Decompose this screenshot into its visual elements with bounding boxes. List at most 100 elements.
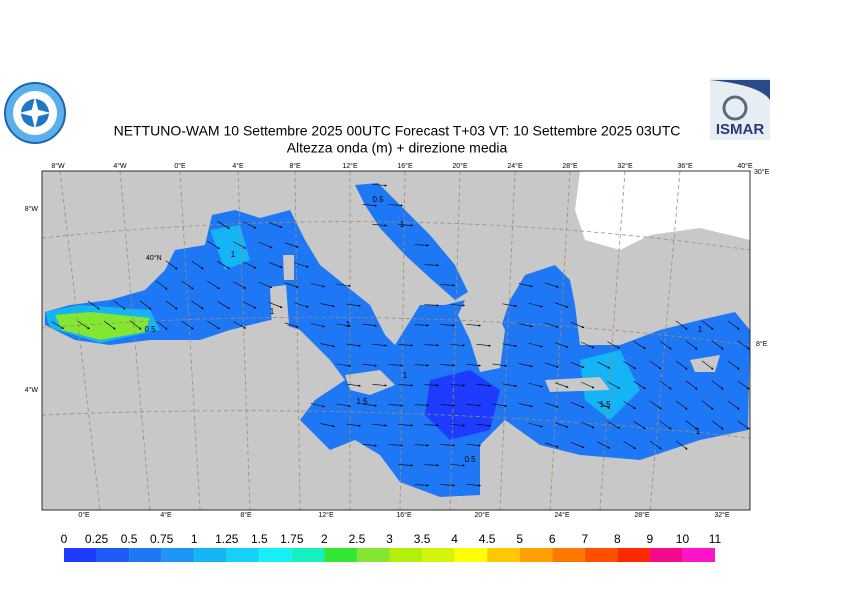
direction-arrow <box>440 324 456 327</box>
direction-arrow <box>336 283 351 288</box>
direction-arrow <box>139 300 152 310</box>
direction-arrow <box>155 280 168 290</box>
direction-arrow <box>633 340 646 350</box>
direction-arrow <box>450 304 466 307</box>
direction-arrow <box>398 224 414 227</box>
direction-arrow <box>502 343 517 348</box>
colorbar-label: 6 <box>549 532 556 546</box>
direction-arrow <box>268 262 283 269</box>
colorbar-label: 1 <box>191 532 198 546</box>
lon-label: 32°E <box>617 162 633 170</box>
direction-arrow <box>649 400 662 410</box>
direction-arrow <box>607 421 621 429</box>
direction-arrow <box>207 241 220 250</box>
direction-arrow <box>165 260 178 270</box>
direction-arrow <box>233 281 247 289</box>
direction-arrow <box>268 302 283 309</box>
direction-arrow <box>424 384 440 387</box>
contour-label: 0.5 <box>144 325 156 334</box>
direction-arrow <box>181 280 194 290</box>
direction-arrow <box>570 322 585 329</box>
direction-arrow <box>685 340 698 350</box>
colorbar-bin <box>617 548 650 562</box>
lon-label: 32°E <box>714 511 730 519</box>
direction-arrow <box>414 244 430 247</box>
lon-label: 0°E <box>78 511 90 519</box>
colorbar-label: 0.25 <box>85 532 109 546</box>
direction-arrow <box>424 424 440 427</box>
colorbar-label: 1.75 <box>280 532 304 546</box>
direction-arrow <box>476 383 492 387</box>
lat-label: 8°E <box>756 340 768 348</box>
direction-arrow <box>466 364 482 367</box>
direction-arrow <box>727 400 740 410</box>
direction-arrow <box>450 384 466 387</box>
lon-label: 8°W <box>51 162 65 170</box>
direction-arrow <box>414 484 430 487</box>
colorbar-label: 2.5 <box>349 532 366 546</box>
direction-arrow <box>181 320 194 330</box>
direction-arrow <box>518 403 533 408</box>
colorbar-bin <box>454 548 488 562</box>
lon-label: 24°E <box>507 162 523 170</box>
colorbar-bin <box>291 548 325 562</box>
direction-arrow <box>623 441 636 449</box>
colorbar-label: 3 <box>386 532 393 546</box>
direction-arrow <box>492 403 508 407</box>
direction-arrow <box>649 360 662 370</box>
direction-arrow <box>372 424 388 427</box>
direction-arrow <box>372 224 388 227</box>
direction-arrow <box>310 283 325 288</box>
colorbar-bin <box>519 548 553 562</box>
direction-arrow <box>346 303 362 307</box>
direction-arrow <box>544 442 559 448</box>
direction-arrow <box>440 484 456 487</box>
lon-label: 12°E <box>318 511 334 519</box>
direction-arrow <box>233 321 247 329</box>
contour-label: 1 <box>403 371 408 380</box>
direction-arrow <box>597 401 611 409</box>
direction-arrow <box>310 323 325 328</box>
direction-arrow <box>450 424 466 427</box>
direction-arrow <box>466 404 482 407</box>
direction-arrow <box>129 320 142 330</box>
direction-arrow <box>607 381 621 389</box>
colorbar-bin <box>96 548 130 562</box>
colorbar-label: 0.75 <box>150 532 174 546</box>
contour-label: 1 <box>270 307 275 316</box>
sardinia <box>270 285 289 330</box>
colorbar-label: 11 <box>709 532 722 546</box>
direction-arrow <box>346 343 362 347</box>
direction-arrow <box>217 301 231 309</box>
direction-arrow <box>414 324 430 327</box>
direction-arrow <box>320 343 335 348</box>
lon-label: 12°E <box>342 162 358 170</box>
direction-arrow <box>544 322 559 328</box>
direction-arrow <box>450 344 466 347</box>
direction-arrow <box>424 264 440 267</box>
direction-arrow <box>675 320 688 330</box>
direction-arrow <box>320 303 335 308</box>
direction-arrow <box>623 401 636 409</box>
colorbar-label: 9 <box>647 532 654 546</box>
colorbar-bin <box>584 548 618 562</box>
direction-arrow <box>113 300 126 310</box>
direction-arrow <box>528 422 543 428</box>
direction-arrow <box>580 421 595 429</box>
corsica <box>283 255 294 280</box>
lon-label: 36°E <box>677 162 693 170</box>
colorbar-bin <box>129 548 162 562</box>
colorbar-label: 3.5 <box>414 532 431 546</box>
colorbar-label: 5 <box>516 532 523 546</box>
direction-arrow <box>336 323 351 328</box>
lon-label: 8°E <box>289 162 301 170</box>
direction-arrow <box>258 241 273 249</box>
direction-arrow <box>701 400 714 410</box>
direction-arrow <box>554 302 569 308</box>
direction-arrow <box>284 282 299 288</box>
colorbar-label: 1.5 <box>251 532 268 546</box>
colorbar-bin <box>649 548 683 562</box>
colorbar-label: 0 <box>61 532 68 546</box>
lon-label: 40°E <box>737 162 753 170</box>
direction-arrow <box>207 321 220 330</box>
